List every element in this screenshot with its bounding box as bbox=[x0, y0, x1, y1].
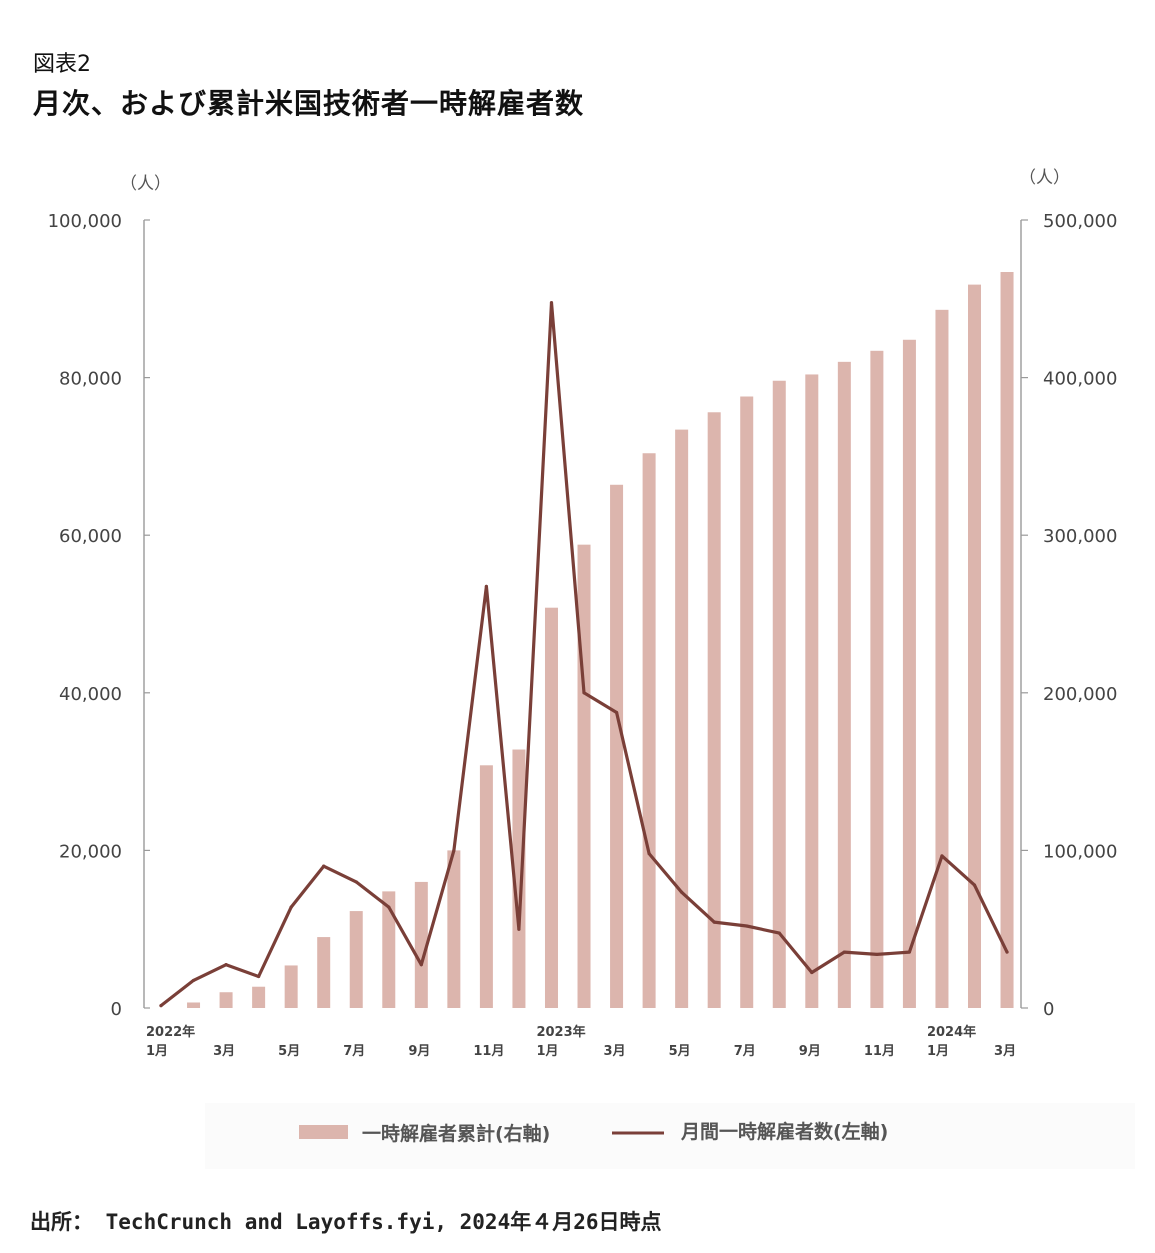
right-tick-label: 400,000 bbox=[1043, 369, 1117, 390]
x-tick-month: 5月 bbox=[278, 1044, 300, 1059]
x-tick-month: 5月 bbox=[669, 1044, 691, 1059]
bar-cumulative bbox=[935, 309, 949, 1008]
line-point bbox=[647, 851, 651, 856]
bar-cumulative bbox=[382, 891, 396, 1008]
bar-cumulative bbox=[642, 453, 656, 1008]
bar-cumulative bbox=[902, 339, 916, 1008]
line-point bbox=[484, 584, 488, 589]
right-axis-unit: （人） bbox=[1019, 168, 1070, 188]
line-point bbox=[1005, 950, 1009, 954]
left-tick-label: 20,000 bbox=[59, 841, 122, 862]
line-point bbox=[159, 1004, 163, 1008]
bar-cumulative bbox=[414, 881, 428, 1008]
legend-label-monthly: 月間一時解雇者数(左軸) bbox=[680, 1120, 888, 1143]
line-point bbox=[842, 950, 846, 954]
line-point bbox=[777, 931, 781, 935]
x-tick-year: 2024年 bbox=[927, 1024, 976, 1040]
x-tick-month: 9月 bbox=[799, 1044, 821, 1059]
x-tick-month: 3月 bbox=[994, 1044, 1016, 1059]
line-point bbox=[614, 710, 619, 715]
line-point bbox=[907, 950, 912, 954]
figure-label: 図表2 bbox=[33, 52, 91, 77]
right-tick-label: 100,000 bbox=[1043, 841, 1117, 862]
left-tick-label: 80,000 bbox=[59, 369, 122, 390]
chart-title: 月次、および累計米国技術者一時解雇者数 bbox=[33, 87, 585, 120]
line-point bbox=[419, 963, 423, 967]
left-tick-label: 40,000 bbox=[59, 684, 122, 705]
bar-cumulative bbox=[870, 350, 884, 1009]
line-point bbox=[322, 864, 326, 868]
bar-cumulative bbox=[610, 484, 624, 1008]
x-tick-month: 11月 bbox=[473, 1044, 504, 1059]
x-tick-year: 2022年 bbox=[146, 1024, 195, 1040]
bar-cumulative bbox=[447, 850, 461, 1008]
x-tick-month: 3月 bbox=[213, 1044, 235, 1059]
right-tick-label: 500,000 bbox=[1043, 211, 1117, 232]
left-axis-unit: （人） bbox=[120, 174, 171, 194]
line-point bbox=[680, 890, 684, 894]
x-tick-month: 1月 bbox=[536, 1044, 558, 1059]
bar-cumulative bbox=[349, 911, 363, 1008]
x-tick-year: 2023年 bbox=[536, 1024, 585, 1040]
line-point bbox=[387, 905, 391, 909]
bar-cumulative bbox=[544, 607, 558, 1008]
x-tick-month: 9月 bbox=[408, 1044, 430, 1059]
line-point bbox=[452, 848, 456, 853]
left-tick-label: 0 bbox=[111, 999, 122, 1020]
bar-cumulative bbox=[512, 749, 526, 1008]
line-point bbox=[517, 927, 521, 931]
bar-cumulative bbox=[968, 284, 981, 1009]
legend-panel bbox=[205, 1103, 1135, 1169]
line-point bbox=[972, 883, 977, 887]
line-point bbox=[745, 924, 749, 928]
line-point bbox=[224, 963, 228, 967]
line-point bbox=[289, 905, 293, 909]
line-point bbox=[940, 854, 944, 858]
legend-label-cumulative: 一時解雇者累計(右軸) bbox=[362, 1122, 550, 1145]
line-point bbox=[582, 691, 586, 695]
x-tick-month: 11月 bbox=[864, 1044, 895, 1059]
x-tick-month: 1月 bbox=[146, 1044, 168, 1059]
line-point bbox=[712, 920, 716, 924]
legend-swatch-cumulative bbox=[299, 1125, 348, 1139]
bar-cumulative bbox=[675, 429, 689, 1008]
bar-cumulative bbox=[1000, 272, 1014, 1008]
x-tick-month: 7月 bbox=[343, 1044, 365, 1059]
right-tick-label: 200,000 bbox=[1043, 684, 1117, 705]
bar-cumulative bbox=[837, 361, 851, 1009]
line-point bbox=[257, 974, 261, 979]
left-tick-label: 100,000 bbox=[48, 211, 122, 232]
x-tick-month: 7月 bbox=[734, 1044, 756, 1059]
bar-cumulative bbox=[187, 1002, 201, 1008]
bar-cumulative bbox=[805, 374, 819, 1008]
bar-cumulative bbox=[577, 544, 591, 1008]
bar-cumulative bbox=[252, 986, 266, 1008]
bar-cumulative bbox=[219, 992, 233, 1008]
right-tick-label: 300,000 bbox=[1043, 526, 1117, 547]
x-tick-month: 3月 bbox=[604, 1044, 626, 1059]
left-tick-label: 60,000 bbox=[59, 526, 122, 547]
line-point bbox=[191, 978, 196, 983]
bar-cumulative bbox=[707, 412, 721, 1009]
bar-cumulative bbox=[772, 380, 786, 1008]
bar-cumulative bbox=[740, 396, 754, 1009]
right-tick-label: 0 bbox=[1043, 999, 1054, 1020]
line-point bbox=[810, 970, 814, 975]
source-note: 出所： TechCrunch and Layoffs.fyi, 2024年４月2… bbox=[30, 1210, 662, 1234]
bar-cumulative bbox=[479, 765, 493, 1008]
bar-cumulative bbox=[317, 937, 331, 1008]
line-point bbox=[354, 880, 358, 884]
bar-cumulative bbox=[284, 965, 298, 1008]
x-tick-month: 1月 bbox=[927, 1044, 949, 1059]
line-point bbox=[875, 952, 879, 957]
line-point bbox=[549, 301, 554, 305]
